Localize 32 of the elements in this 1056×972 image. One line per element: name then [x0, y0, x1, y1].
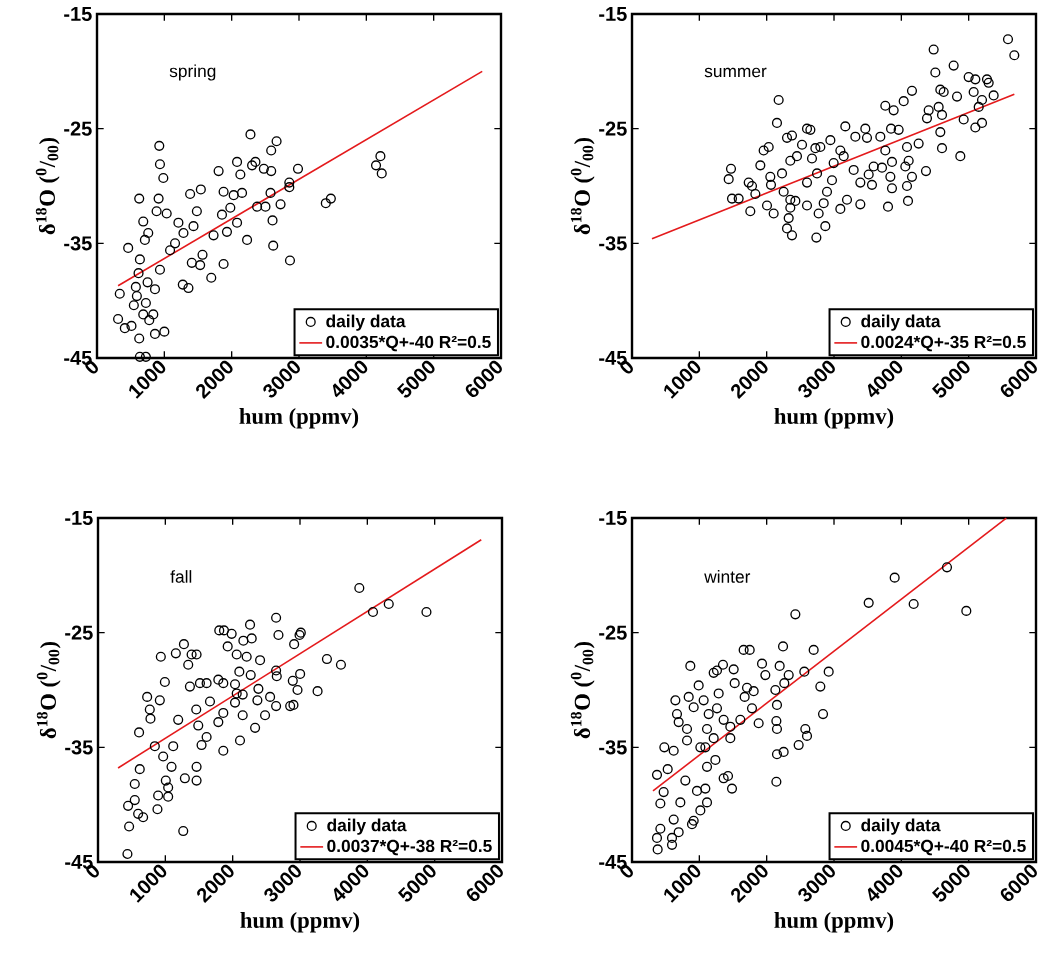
- y-axis-title: δ$^{18}$O ($^{0}$/$_{00}$): [570, 641, 595, 739]
- y-axis-title: δ$^{18}$O ($^{0}$/$_{00}$): [570, 137, 595, 235]
- y-tick-label: -35: [599, 236, 627, 251]
- annotation: fall: [170, 570, 192, 583]
- legend-label: 0.0045*Q+-40 R²=0.5: [861, 839, 1026, 856]
- x-axis-title: hum (ppmv): [239, 408, 359, 429]
- legend-label: 0.0024*Q+-35 R²=0.5: [861, 335, 1026, 352]
- y-axis-title: δ$^{18}$O ($^{0}$/$_{00}$): [35, 137, 60, 235]
- x-axis-title: hum (ppmv): [774, 912, 894, 933]
- y-tick-label: -35: [599, 740, 627, 755]
- y-tick-label: -15: [65, 511, 93, 525]
- y-tick-label: -15: [64, 7, 92, 21]
- y-tick-label: -15: [599, 7, 627, 21]
- y-axis-title: δ$^{18}$O ($^{0}$/$_{00}$): [36, 641, 61, 739]
- y-tick-label: -35: [65, 740, 93, 755]
- annotation: spring: [169, 64, 216, 81]
- annotation: summer: [704, 67, 767, 78]
- annotation: winter: [704, 570, 751, 583]
- y-tick-label: -15: [599, 511, 627, 525]
- legend-label: daily data: [327, 818, 407, 835]
- x-axis-title: hum (ppmv): [240, 912, 360, 933]
- y-tick-label: -25: [599, 121, 627, 136]
- y-tick-label: -35: [64, 236, 92, 251]
- x-axis-title: hum (ppmv): [774, 408, 894, 429]
- legend-label: daily data: [326, 314, 406, 331]
- y-tick-label: -25: [65, 625, 93, 640]
- y-tick-label: -25: [599, 625, 627, 640]
- y-tick-label: -25: [64, 121, 92, 136]
- legend-label: daily data: [861, 818, 941, 835]
- legend-label: 0.0035*Q+-40 R²=0.5: [326, 335, 491, 352]
- legend-label: 0.0037*Q+-38 R²=0.5: [327, 839, 492, 856]
- legend-label: daily data: [861, 314, 941, 331]
